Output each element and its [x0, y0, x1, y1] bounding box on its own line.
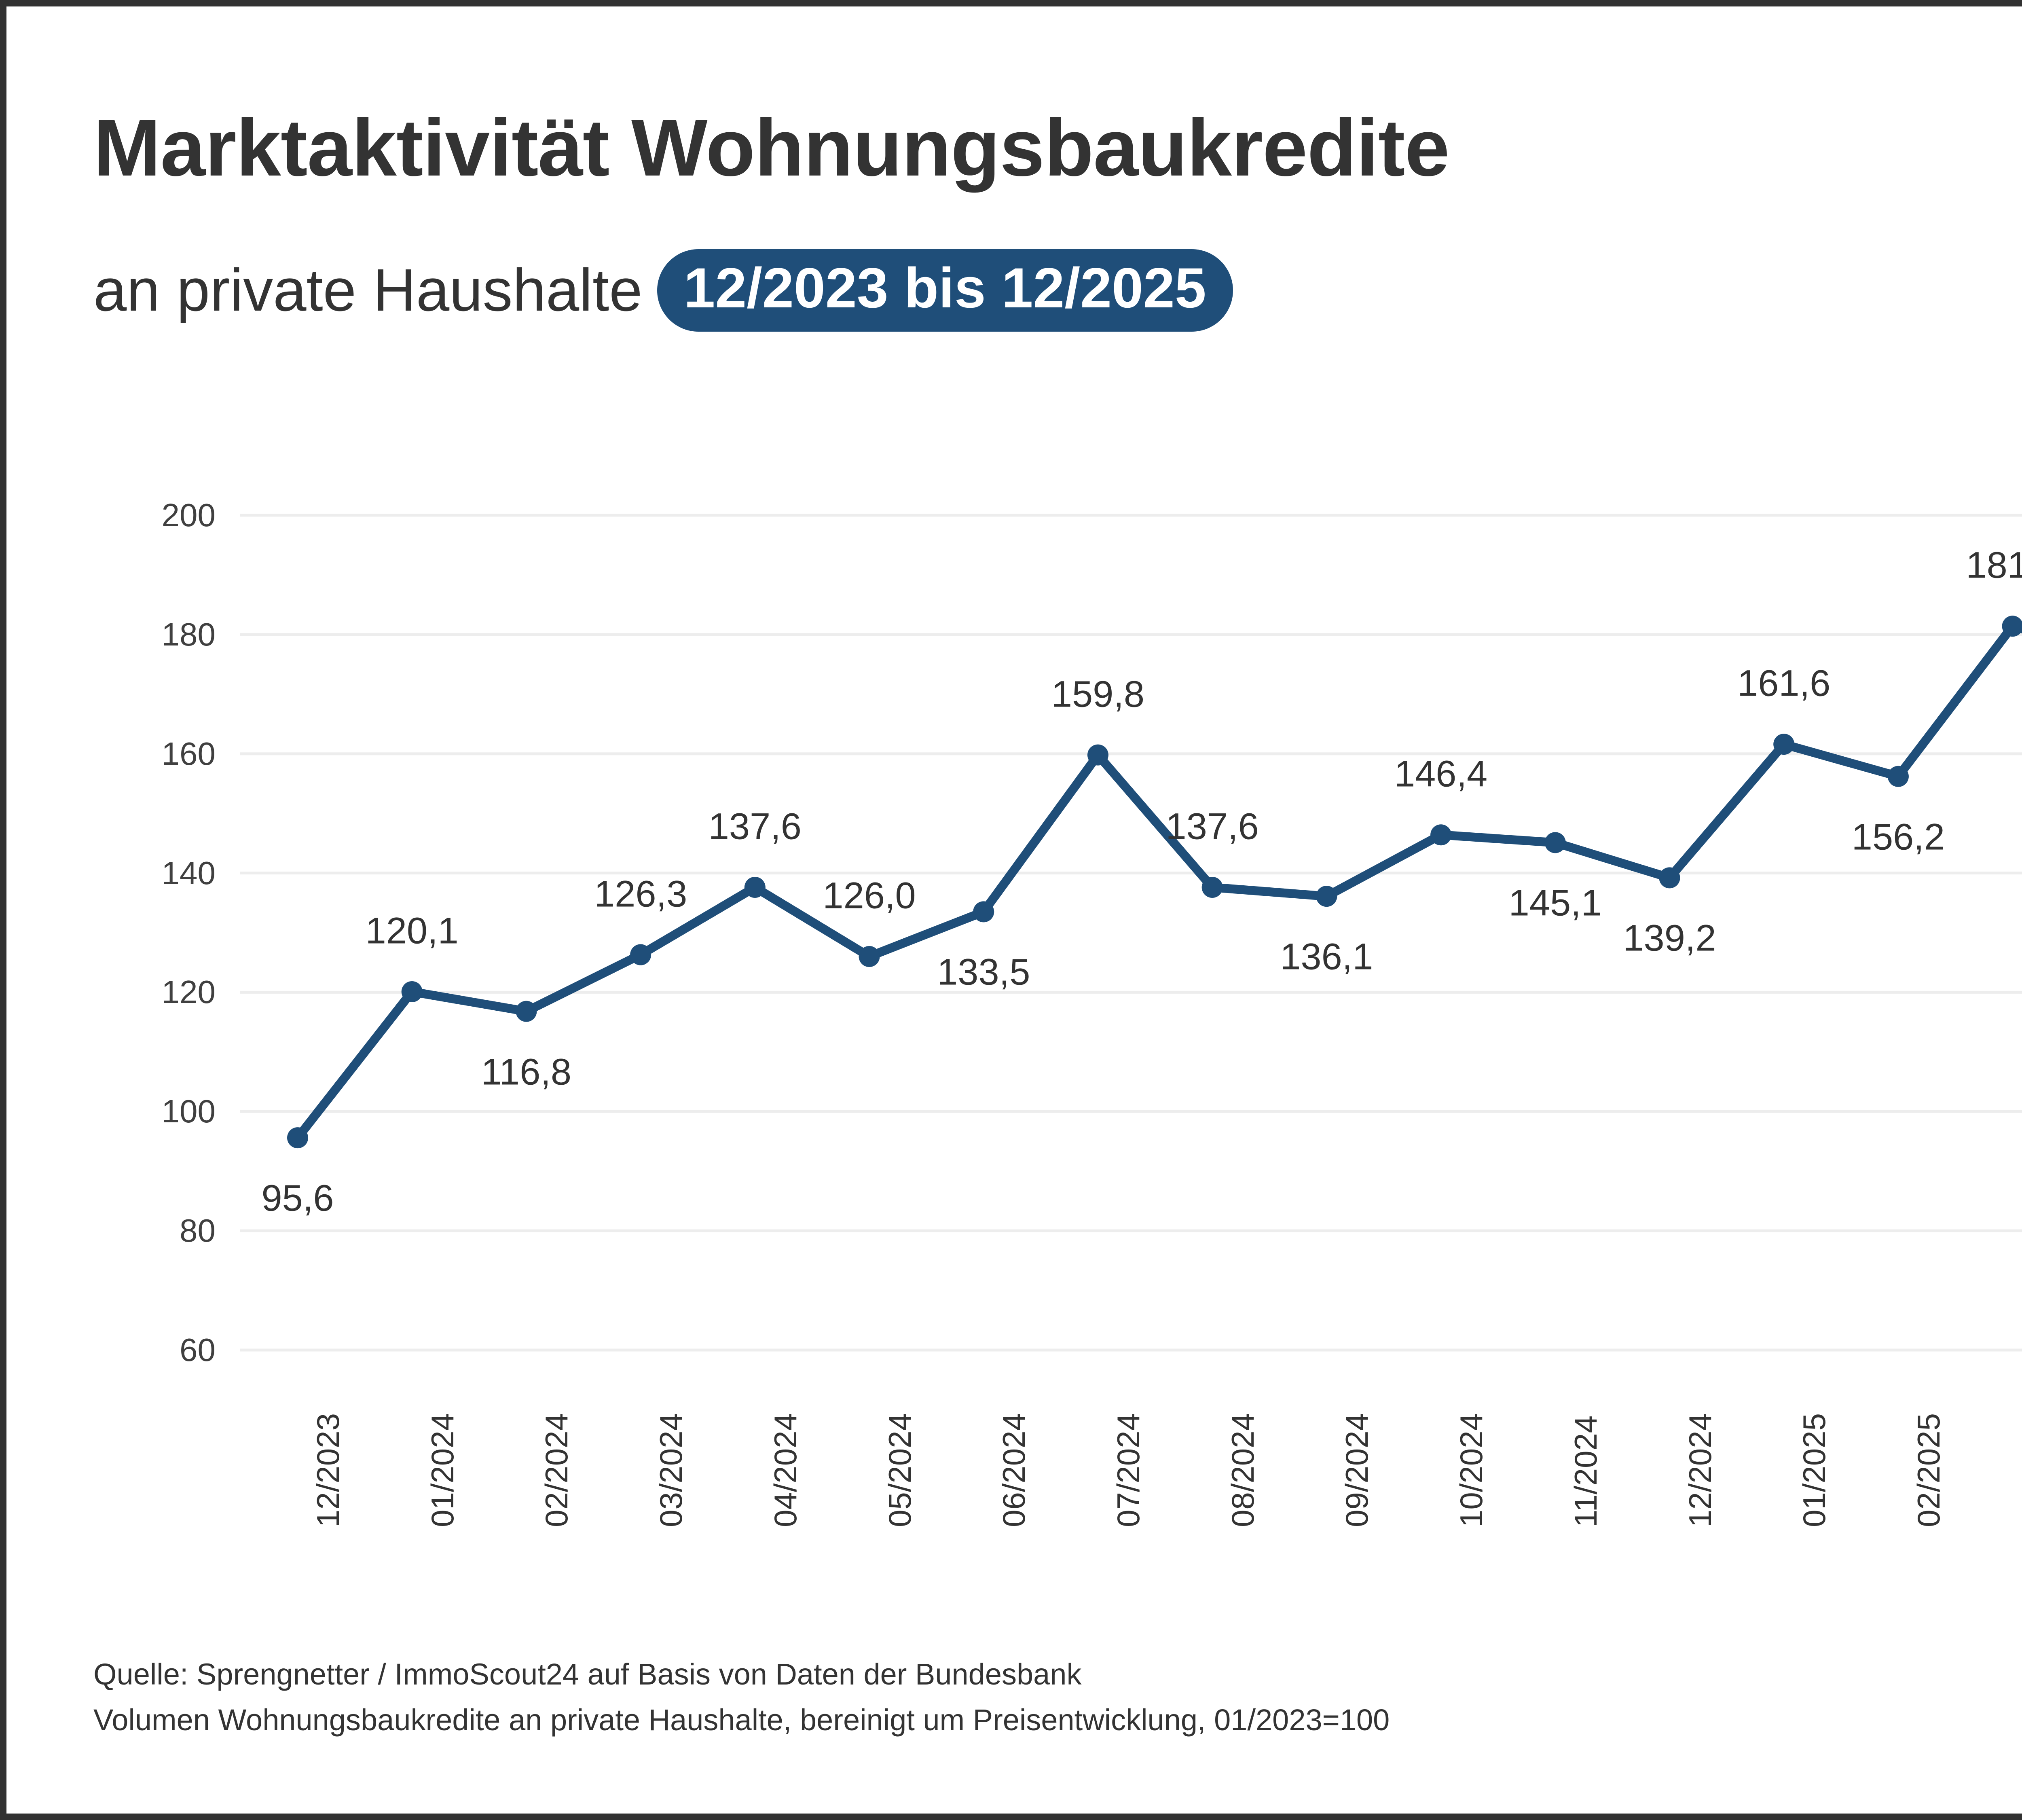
x-axis-tick-label: 04/2024: [767, 1413, 803, 1527]
data-point-label: 116,8: [481, 1051, 572, 1093]
x-axis-tick-label: 10/2024: [1453, 1413, 1489, 1527]
data-point-label: 156,2: [1851, 816, 1945, 858]
data-markers: [287, 616, 2022, 1149]
period-badge: 12/2023 bis 12/2025: [657, 249, 1233, 332]
x-axis-tick-label: 06/2024: [996, 1413, 1032, 1527]
data-point: [744, 876, 766, 898]
y-axis-tick-label: 200: [161, 497, 216, 533]
y-axis-tick-label: 140: [161, 855, 216, 891]
data-point: [859, 946, 880, 967]
data-point: [287, 1127, 308, 1149]
source-footer: Quelle: Sprengnetter / ImmoScout24 auf B…: [93, 1652, 1390, 1743]
data-point: [516, 1001, 537, 1022]
x-axis-tick-label: 07/2024: [1110, 1413, 1146, 1527]
data-point: [1887, 766, 1909, 787]
data-point: [1430, 824, 1452, 846]
data-point: [1659, 867, 1680, 889]
y-axis-tick-label: 160: [161, 735, 216, 772]
data-point: [401, 981, 423, 1002]
y-axis-tick-label: 100: [161, 1093, 216, 1130]
x-axis-tick-label: 03/2024: [653, 1413, 689, 1527]
page-title: Marktaktivität Wohnungsbaukredite: [93, 103, 1450, 193]
y-axis-tick-label: 60: [180, 1332, 216, 1368]
data-point-label: 126,0: [823, 875, 916, 916]
x-axis-tick-label: 05/2024: [882, 1413, 918, 1527]
line-chart: 60 80 100 120 140 160 180 200 12/2023 01/2024 02/…: [6, 6, 2022, 1814]
x-axis-tick-label: 11/2024: [1567, 1415, 1603, 1527]
x-axis-tick-label: 01/2024: [424, 1413, 460, 1527]
data-point-label: 181,4: [1966, 544, 2022, 586]
data-point: [1316, 886, 1337, 907]
data-point-label: 159,8: [1051, 673, 1145, 715]
data-point-label: 146,4: [1394, 753, 1488, 795]
x-axis-tick-label: 02/2024: [539, 1413, 575, 1527]
x-axis-tick-label: 08/2024: [1225, 1413, 1261, 1527]
subtitle-row: an private Haushalte 12/2023 bis 12/2025: [93, 249, 1233, 332]
gridlines: [240, 514, 2022, 1352]
data-point-label: 136,1: [1280, 936, 1373, 978]
data-point-label: 139,2: [1623, 917, 1716, 959]
data-point: [630, 944, 651, 965]
data-point-label: 145,1: [1508, 882, 1602, 924]
x-axis-tick-label: 02/2025: [1910, 1413, 1946, 1527]
data-point-label: 120,1: [365, 910, 459, 952]
data-point-label: 137,6: [708, 806, 802, 847]
data-point-label: 133,5: [937, 951, 1030, 993]
data-point-label: 137,6: [1165, 806, 1259, 847]
data-point: [1201, 876, 1223, 898]
x-axis-tick-label: 12/2024: [1682, 1413, 1718, 1527]
data-point-label: 95,6: [261, 1177, 334, 1219]
infographic-card: Marktaktivität Wohnungsbaukredite an pri…: [6, 6, 2022, 1814]
x-axis-tick-label: 12/2023: [310, 1413, 346, 1527]
footer-line-2: Volumen Wohnungsbaukredite an private Ha…: [93, 1703, 1390, 1737]
chart-canvas: [240, 514, 2022, 1352]
data-point: [973, 901, 994, 923]
y-axis-tick-label: 120: [161, 974, 216, 1010]
header: Marktaktivität Wohnungsbaukredite an pri…: [6, 6, 2022, 370]
data-point-label: 126,3: [594, 873, 687, 915]
footer-line-1: Quelle: Sprengnetter / ImmoScout24 auf B…: [93, 1657, 1082, 1691]
data-point-label: 161,6: [1737, 662, 1831, 704]
y-axis-tick-label: 80: [180, 1213, 216, 1249]
data-point: [1773, 734, 1795, 755]
subtitle-text: an private Haushalte: [93, 257, 643, 324]
data-point: [2002, 616, 2022, 637]
y-axis-tick-label: 180: [161, 616, 216, 652]
data-point: [1087, 744, 1108, 766]
data-point: [1544, 832, 1566, 853]
x-axis-tick-label: 01/2025: [1796, 1413, 1832, 1527]
x-axis-tick-label: 09/2024: [1339, 1413, 1375, 1527]
